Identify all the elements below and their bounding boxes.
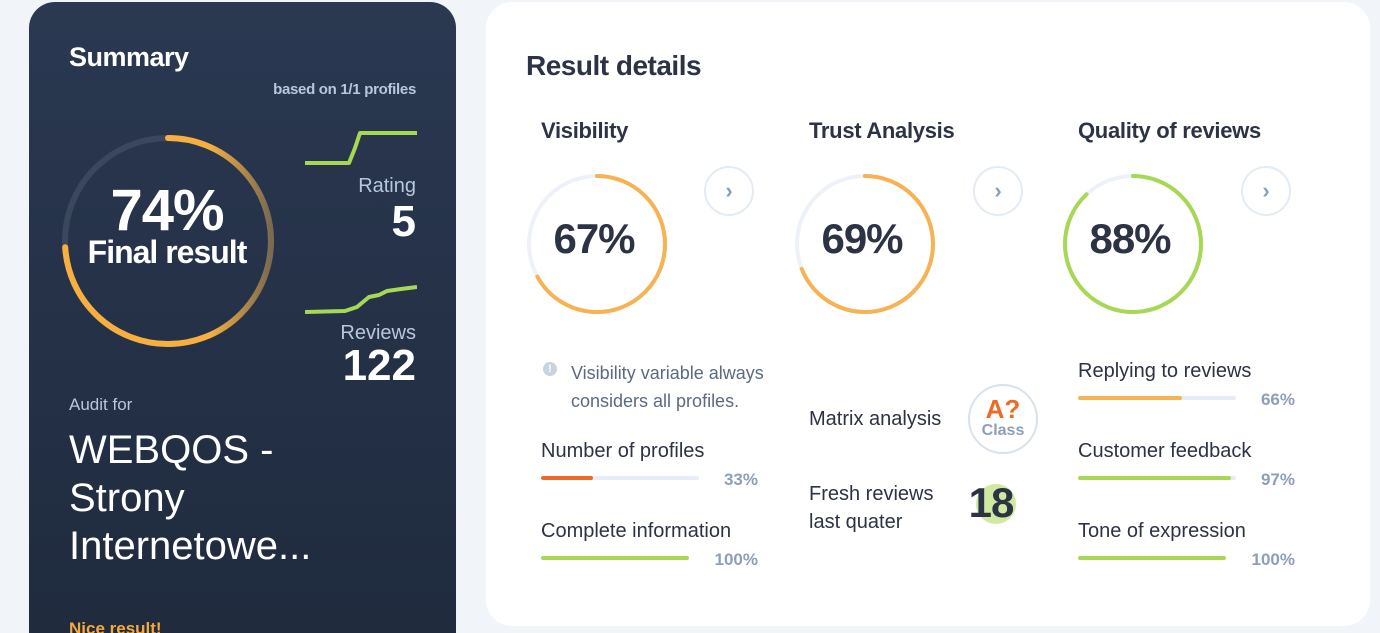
number-of-profiles-label: Number of profiles bbox=[541, 440, 705, 462]
complete-information-percent: 100% bbox=[714, 550, 758, 569]
reviews-label: Reviews bbox=[340, 322, 416, 344]
replying-to-reviews-bar bbox=[1078, 396, 1236, 400]
visibility-percent: 67% bbox=[553, 215, 635, 262]
quality-of-reviews-details-button[interactable]: › bbox=[1241, 166, 1291, 216]
matrix-analysis-label: Matrix analysis bbox=[809, 408, 942, 430]
tone-of-expression-percent: 100% bbox=[1251, 550, 1295, 569]
complete-information-bar bbox=[541, 556, 689, 560]
final-result-arc bbox=[62, 135, 274, 347]
quality-of-reviews-percent: 88% bbox=[1089, 215, 1171, 262]
audit-business-name: WEBQOS - Strony Internetowe... bbox=[69, 428, 312, 568]
quality-of-reviews-title: Quality of reviews bbox=[1078, 118, 1261, 143]
final-result-label: Final result bbox=[87, 234, 248, 270]
number-of-profiles-percent: 33% bbox=[723, 470, 758, 489]
rating-label: Rating bbox=[358, 175, 416, 197]
class-badge: A? Class bbox=[968, 384, 1038, 454]
reviews-value: 122 bbox=[342, 341, 416, 390]
trust-analysis-details-button[interactable]: › bbox=[973, 166, 1023, 216]
chevron-right-icon: › bbox=[994, 178, 1002, 203]
replying-to-reviews-percent: 66% bbox=[1260, 390, 1295, 409]
quality-of-reviews-arc bbox=[1063, 174, 1203, 314]
chevron-right-icon: › bbox=[1262, 178, 1270, 203]
audit-for-label: Audit for bbox=[69, 395, 133, 414]
fresh-reviews-value: 18 bbox=[968, 479, 1015, 526]
tone-of-expression-label: Tone of expression bbox=[1078, 520, 1246, 542]
tone-of-expression-bar bbox=[1078, 556, 1226, 560]
fresh-reviews-bubble bbox=[976, 484, 1016, 524]
final-result-ring bbox=[62, 135, 274, 347]
visibility-note: Visibility variable always considers all… bbox=[571, 363, 764, 411]
chevron-right-icon: › bbox=[725, 178, 733, 203]
visibility-title: Visibility bbox=[541, 118, 629, 143]
rating-sparkline bbox=[305, 131, 417, 165]
based-on-profiles: based on 1/1 profiles bbox=[273, 81, 416, 98]
summary-title: Summary bbox=[69, 42, 189, 72]
result-details-heading: Result details bbox=[526, 50, 702, 81]
result-comment: Nice result! bbox=[69, 619, 162, 633]
customer-feedback-bar bbox=[1078, 476, 1236, 480]
trust-analysis-percent: 69% bbox=[821, 215, 903, 262]
visibility-details-button[interactable]: › bbox=[704, 166, 754, 216]
trust-analysis-ring bbox=[795, 174, 935, 314]
customer-feedback-percent: 97% bbox=[1260, 470, 1295, 489]
number-of-profiles-bar bbox=[541, 476, 699, 480]
tone-of-expression-fill bbox=[1078, 556, 1226, 560]
class-word: Class bbox=[981, 422, 1025, 439]
replying-to-reviews-label: Replying to reviews bbox=[1078, 360, 1252, 382]
customer-feedback-fill bbox=[1078, 476, 1232, 480]
info-icon: ! bbox=[543, 362, 557, 376]
replying-to-reviews-fill bbox=[1078, 396, 1183, 400]
class-grade: A? bbox=[985, 394, 1021, 424]
quality-of-reviews-ring bbox=[1063, 174, 1203, 314]
result-details-card: Result details Visibility 67% › ! Visibi… bbox=[486, 2, 1370, 626]
rating-value: 5 bbox=[391, 197, 416, 246]
trust-analysis-arc bbox=[795, 174, 935, 314]
number-of-profiles-fill bbox=[541, 476, 594, 480]
complete-information-fill bbox=[541, 556, 689, 560]
reviews-sparkline bbox=[305, 285, 417, 314]
summary-card: Summary based on 1/1 profiles 74% Final … bbox=[29, 2, 456, 633]
visibility-arc bbox=[527, 174, 667, 314]
final-result-percent: 74% bbox=[110, 178, 224, 243]
customer-feedback-label: Customer feedback bbox=[1078, 440, 1252, 462]
complete-information-label: Complete information bbox=[541, 520, 732, 542]
visibility-ring bbox=[527, 174, 667, 314]
fresh-reviews-label: Fresh reviews last quater bbox=[809, 483, 934, 533]
trust-analysis-title: Trust Analysis bbox=[809, 118, 955, 143]
